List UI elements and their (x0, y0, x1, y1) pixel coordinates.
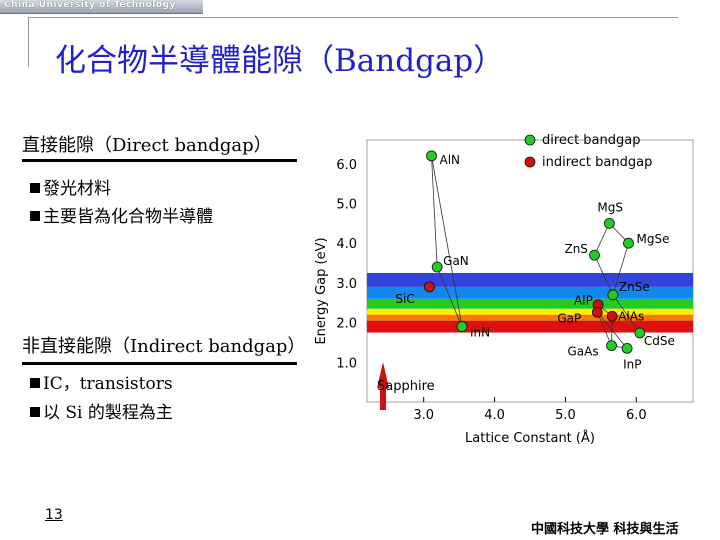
plot-area (366, 139, 694, 403)
bullet-square-icon (30, 211, 40, 221)
x-tick-label: 6.0 (626, 408, 647, 423)
direct-rule (22, 159, 297, 162)
university-banner: China University of Technology (0, 0, 203, 14)
point-alas (606, 310, 618, 322)
point-label-zns: ZnS (564, 242, 587, 256)
point-label-cdse: CdSe (644, 334, 675, 348)
point-label-mgse: MgSe (637, 232, 670, 246)
point-gap (591, 306, 603, 318)
legend-marker-0 (524, 134, 536, 146)
y-tick-label: 3.0 (336, 277, 357, 292)
tie-line (612, 243, 629, 295)
spectrum-band-0 (367, 320, 693, 333)
y-tick-label: 2.0 (336, 317, 357, 332)
point-label-mgs: MgS (597, 200, 623, 214)
x-axis-label: Lattice Constant (Å) (465, 430, 595, 446)
point-gaas (606, 340, 617, 352)
direct-heading: 直接能隙（Direct bandgap） (22, 135, 272, 156)
spectrum-band-2 (367, 308, 693, 315)
footer-text: 中國科技大學 科技與生活 (531, 522, 679, 537)
y-axis-label: Energy Gap (eV) (314, 237, 329, 344)
tie-line (597, 312, 628, 349)
bullet-square-icon (30, 407, 40, 417)
sapphire-arrow-shaft (380, 388, 386, 410)
point-label-alas: AlAs (618, 309, 644, 323)
point-mgs (603, 217, 615, 229)
point-inp (621, 343, 633, 354)
point-label-gan: GaN (443, 254, 469, 268)
point-cdse (634, 327, 646, 339)
point-znse (607, 289, 619, 301)
frame-left-line (28, 17, 29, 67)
y-tick-label: 5.0 (336, 198, 357, 213)
sapphire-label: Sapphire (377, 379, 435, 394)
bullet-square-icon (30, 378, 40, 388)
y-tick-label: 4.0 (336, 237, 357, 252)
point-label-aln: AlN (439, 153, 460, 167)
direct-bullet-2: 主要皆為化合物半導體 (30, 202, 213, 227)
point-label-gap: GaP (557, 311, 581, 325)
point-sic (423, 281, 435, 293)
frame-top-line (28, 17, 678, 18)
spectrum-band-4 (367, 286, 693, 299)
point-inn (456, 321, 468, 332)
tie-line (596, 312, 612, 346)
bullet-square-icon (30, 183, 40, 193)
x-tick-label: 5.0 (555, 408, 576, 423)
x-tick-label: 3.0 (413, 408, 434, 423)
tie-line (612, 294, 641, 334)
point-zns (589, 249, 600, 261)
legend-marker-1 (524, 156, 536, 168)
tie-line (431, 155, 438, 268)
page-number: 13 (45, 507, 63, 523)
spectrum-band-5 (367, 272, 693, 287)
tie-line (594, 254, 614, 295)
point-label-inn: InN (470, 326, 490, 340)
tie-line (594, 223, 610, 256)
indirect-heading: 非直接能隙（Indirect bandgap） (22, 336, 306, 357)
slide-title: 化合物半導體能隙（Bandgap） (55, 43, 505, 79)
point-label-znse: ZnSe (619, 280, 650, 294)
indirect-bullet-2: 以 Si 的製程為主 (30, 398, 173, 423)
sapphire-arrow-icon (377, 362, 389, 388)
point-label-sic: SiC (395, 292, 414, 306)
point-gan (431, 261, 443, 273)
bandgap-chart: 3.0 4.0 5.0 6.0 1.0 2.0 3.0 4.0 5.0 6.0 AlN GaN InN… (314, 133, 694, 446)
banner-text: China University of Technology (4, 0, 176, 10)
legend-label-0: direct bandgap (542, 133, 640, 148)
tie-line (431, 155, 463, 327)
point-aln (426, 150, 437, 162)
indirect-rule (22, 362, 297, 365)
direct-bullet-1: 發光材料 (30, 174, 111, 199)
legend-label-1: indirect bandgap (542, 155, 652, 170)
tie-line (436, 266, 463, 327)
y-tick-label: 1.0 (336, 356, 357, 371)
x-tick-label: 4.0 (484, 408, 505, 423)
spectrum-band-3 (367, 298, 693, 309)
point-label-gaas: GaAs (568, 345, 599, 359)
point-mgse (623, 237, 634, 249)
point-label-inp: InP (623, 357, 641, 371)
indirect-bullet-1: IC，transistors (30, 369, 173, 394)
spectrum-band-1 (367, 314, 693, 321)
y-tick-label: 6.0 (336, 158, 357, 173)
point-label-alp: AlP (574, 294, 593, 308)
